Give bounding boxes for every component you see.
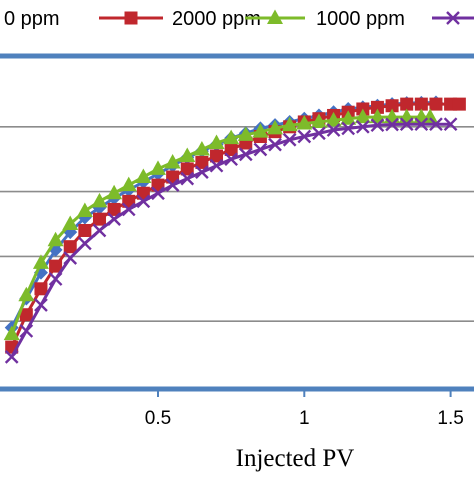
- data-point: [92, 212, 106, 226]
- data-point: [281, 116, 298, 132]
- data-point: [165, 178, 180, 192]
- series-layer: [3, 95, 466, 364]
- data-point: [193, 140, 210, 156]
- data-point: [399, 117, 414, 132]
- data-point: [179, 147, 196, 162]
- data-point: [282, 132, 297, 147]
- series-3: [4, 117, 458, 364]
- legend-marker: [446, 11, 460, 25]
- data-point: [296, 115, 313, 130]
- legend-label: 1000 ppm: [316, 8, 405, 30]
- data-point: [121, 202, 136, 217]
- data-point: [151, 186, 165, 201]
- data-point: [4, 349, 19, 364]
- data-point: [48, 272, 63, 286]
- data-point: [78, 236, 92, 251]
- plot-frame: [0, 53, 474, 392]
- data-point: [370, 100, 384, 114]
- data-point: [429, 97, 443, 111]
- data-point: [107, 202, 121, 216]
- x-axis: 0.5 1 1.5: [145, 390, 464, 429]
- data-point: [252, 123, 269, 138]
- data-point: [400, 97, 414, 111]
- data-point: [354, 108, 371, 124]
- data-point: [91, 192, 108, 208]
- data-point: [340, 110, 357, 125]
- legend-marker: [267, 9, 283, 24]
- data-point: [78, 223, 92, 237]
- data-point: [150, 160, 166, 175]
- data-point: [19, 308, 33, 322]
- data-point: [32, 254, 49, 269]
- data-point: [238, 147, 253, 162]
- legend-marker: [124, 11, 138, 25]
- data-point: [224, 142, 238, 156]
- x-tick-label: 0.5: [145, 408, 171, 429]
- data-point: [223, 129, 240, 145]
- data-point: [135, 168, 152, 184]
- data-point: [3, 325, 20, 341]
- data-point: [385, 117, 399, 132]
- data-point: [120, 176, 137, 192]
- data-point: [63, 240, 77, 254]
- data-point: [414, 97, 428, 111]
- series-line-0: [10, 101, 437, 329]
- data-point: [92, 223, 107, 238]
- data-point: [106, 184, 123, 200]
- data-point: [370, 118, 385, 133]
- legend-label: 2000 ppm: [172, 8, 261, 30]
- legend-item-0: 0 ppm: [4, 8, 60, 30]
- legend: 0 ppm 2000 ppm 1000 ppm: [4, 8, 474, 30]
- data-point: [49, 259, 63, 273]
- data-point: [326, 123, 341, 137]
- data-point: [297, 129, 312, 144]
- data-point: [267, 119, 284, 135]
- series-0: [4, 95, 443, 335]
- data-point: [310, 113, 327, 128]
- legend-label: 0 ppm: [4, 8, 60, 30]
- data-point: [452, 97, 466, 111]
- data-point: [355, 119, 370, 134]
- series-2: [3, 108, 439, 341]
- data-point: [62, 215, 79, 230]
- data-point: [414, 117, 429, 132]
- data-point: [195, 165, 209, 180]
- data-point: [237, 126, 254, 141]
- data-point: [209, 158, 224, 173]
- data-point: [76, 202, 93, 218]
- data-point: [208, 134, 225, 149]
- data-point: [325, 111, 342, 127]
- data-point: [63, 251, 78, 265]
- legend-item-3: [432, 11, 474, 25]
- data-point: [19, 324, 34, 338]
- legend-item-2: 1000 ppm: [245, 8, 405, 30]
- data-point: [47, 231, 64, 247]
- data-point: [443, 117, 458, 132]
- x-tick-label: 1: [299, 408, 310, 429]
- data-point: [253, 142, 268, 157]
- data-point: [180, 171, 195, 186]
- data-point: [34, 282, 48, 296]
- data-point: [268, 137, 282, 152]
- data-point: [312, 126, 326, 141]
- data-point: [18, 286, 35, 302]
- data-point: [180, 162, 194, 176]
- data-point: [210, 149, 224, 163]
- legend-item-1: 2000 ppm: [99, 8, 261, 30]
- data-point: [385, 99, 399, 113]
- data-point: [195, 155, 209, 169]
- data-point: [429, 117, 443, 132]
- data-point: [34, 298, 48, 312]
- x-tick-label: 1.5: [437, 408, 463, 429]
- x-axis-title: Injected PV: [236, 445, 355, 472]
- data-point: [107, 212, 121, 226]
- data-point: [136, 194, 151, 209]
- data-point: [341, 121, 356, 136]
- data-point: [224, 152, 238, 167]
- data-point: [164, 153, 181, 169]
- data-point: [369, 108, 386, 124]
